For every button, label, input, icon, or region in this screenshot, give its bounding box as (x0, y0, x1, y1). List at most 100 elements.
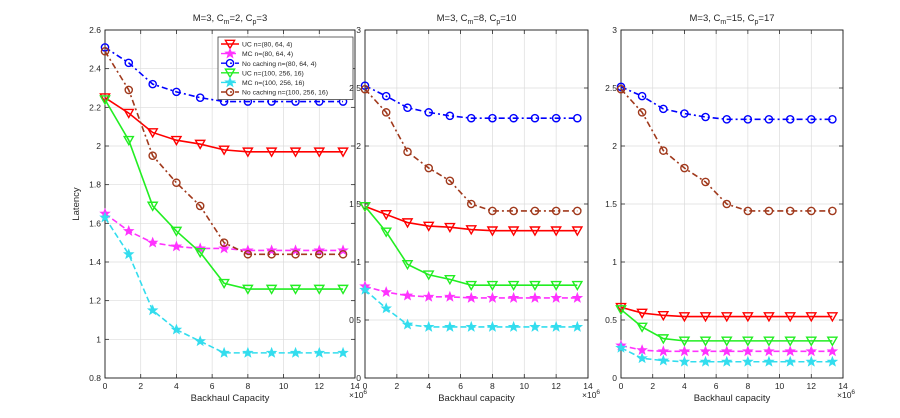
series-line (620, 344, 833, 353)
data-point (313, 284, 326, 295)
data-point (337, 284, 349, 295)
data-point (571, 320, 584, 332)
y-tick-label: 1.5 (605, 199, 617, 209)
series-line (104, 46, 344, 103)
chart-panel-3: 0 0.5 1 1.5 2 2.5 3 0 2 4 6 8 10 12 14×106 Backhaul cap… (605, 13, 855, 404)
data-point (805, 355, 818, 367)
y-tick-label: 1.4 (89, 257, 101, 267)
data-point (721, 355, 733, 367)
data-point (218, 346, 230, 358)
data-point (289, 147, 302, 158)
data-point (529, 291, 541, 303)
data-point (267, 249, 276, 259)
data-point (550, 320, 562, 332)
data-point (424, 163, 434, 173)
legend-marker (224, 47, 236, 59)
data-point (100, 46, 110, 56)
data-point (466, 113, 476, 123)
data-point (218, 145, 230, 156)
y-tick-label: 0.5 (349, 315, 361, 325)
data-point (359, 201, 371, 213)
x-tick-label: 0 (103, 381, 108, 391)
data-point (146, 304, 159, 316)
data-point (657, 310, 670, 322)
data-point (124, 58, 134, 68)
series-line (620, 88, 833, 212)
data-point (401, 259, 414, 271)
data-point (122, 108, 135, 119)
data-point (486, 320, 499, 332)
data-point (828, 115, 837, 124)
x-tick-label: 2 (394, 381, 399, 391)
data-point (805, 336, 818, 347)
series-line (620, 308, 833, 342)
series-5 (359, 283, 584, 332)
x-tick-label: 0 (363, 381, 368, 391)
data-point (401, 218, 414, 229)
data-point (99, 95, 111, 106)
data-point (403, 103, 412, 113)
data-point (194, 139, 206, 150)
y-tick-label: 0.8 (89, 373, 101, 383)
data-point (678, 355, 691, 367)
data-point (380, 302, 392, 314)
data-point (380, 210, 392, 221)
data-point (507, 291, 520, 303)
x-tick-label: 8 (490, 381, 495, 391)
data-point (763, 312, 775, 323)
data-point (99, 93, 111, 104)
data-point (763, 336, 775, 347)
data-point (313, 346, 326, 358)
data-point (701, 177, 710, 187)
data-point (170, 135, 183, 146)
data-point (659, 146, 668, 155)
data-point (314, 249, 324, 259)
data-point (659, 104, 668, 114)
data-point (637, 108, 647, 117)
series-4 (615, 305, 839, 347)
data-point (265, 284, 278, 295)
data-point (529, 226, 541, 237)
legend-marker (224, 39, 236, 50)
data-point (122, 135, 135, 146)
series-line (364, 205, 578, 287)
chart-panel-1: 0.811.21.41.61.822.22.42.60 2 4 6 8 10 12 14×10… (71, 13, 367, 404)
legend-entry: No caching n=(80, 64, 4) (242, 61, 317, 68)
data-point (124, 85, 134, 95)
series-5 (615, 341, 839, 367)
x-tick-label: 8 (745, 381, 750, 391)
legend-marker (224, 76, 236, 88)
chart-title: M=3, Cm=2, Cp=3 (193, 13, 267, 26)
data-point (289, 346, 302, 358)
legend-entry: UC n=(80, 64, 4) (242, 42, 292, 49)
data-point (242, 346, 254, 358)
data-point (742, 336, 754, 347)
plot-frame (104, 29, 356, 379)
x-tick-label: 14 (583, 381, 593, 391)
plot-frame (620, 29, 844, 379)
legend-box (217, 36, 354, 100)
x-exponent-label: ×106 (582, 389, 600, 400)
data-point (146, 236, 159, 248)
series-line (104, 50, 344, 256)
data-point (826, 312, 839, 323)
data-point (530, 206, 540, 216)
data-point (195, 93, 205, 102)
data-point (444, 275, 456, 286)
y-tick-label: 0.5 (605, 315, 617, 325)
data-point (265, 346, 278, 358)
data-point (636, 308, 648, 319)
data-point (445, 111, 455, 121)
data-point (764, 206, 774, 216)
series-1 (359, 201, 584, 237)
data-point (265, 244, 278, 256)
data-point (784, 312, 797, 323)
data-point (466, 199, 476, 209)
x-tick-label: 4 (174, 381, 179, 391)
data-point (550, 291, 562, 303)
data-point (657, 345, 670, 357)
data-point (722, 115, 732, 124)
y-tick-label: 1.2 (89, 296, 101, 306)
data-point (195, 201, 205, 211)
data-point (99, 211, 111, 223)
